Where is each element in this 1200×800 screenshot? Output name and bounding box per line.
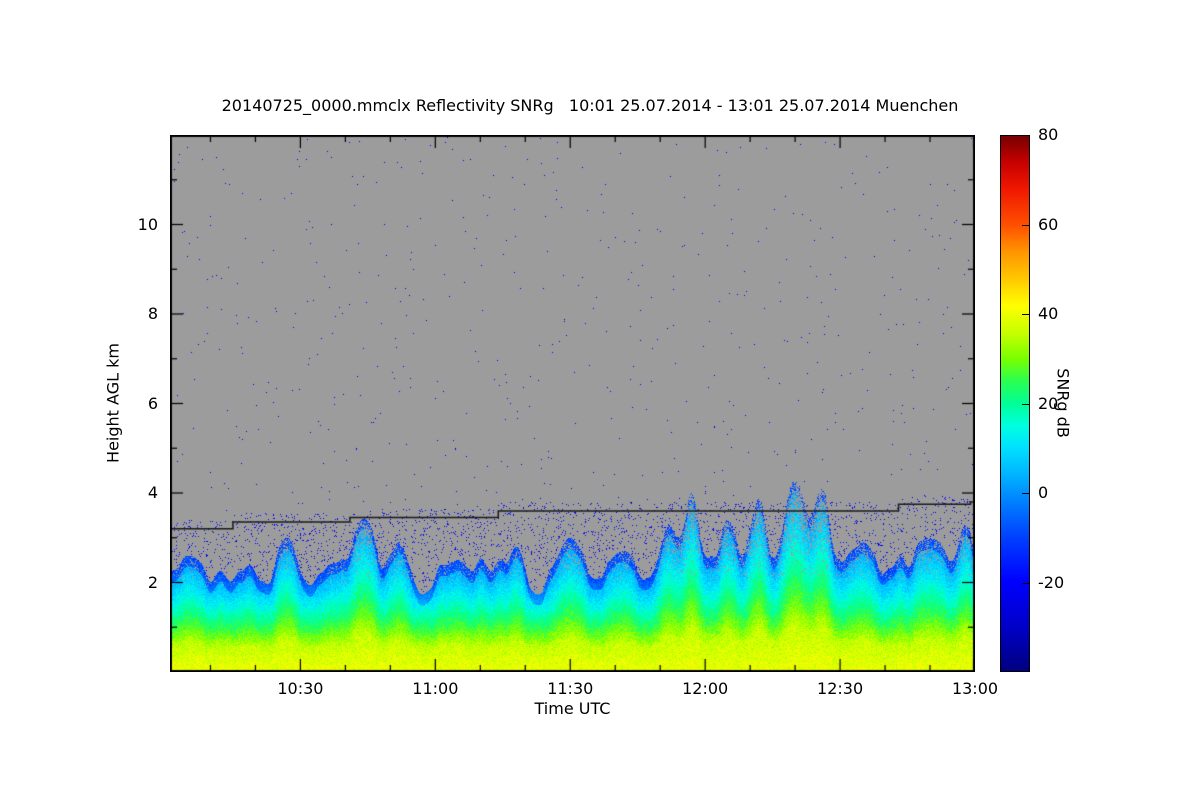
colorbar-tick-label: 20 (1038, 393, 1059, 413)
chart-title: 20140725_0000.mmclx Reflectivity SNRg 10… (221, 96, 959, 115)
colorbar-tick-label: 0 (1038, 483, 1049, 502)
x-tick-label: 11:00 (412, 679, 459, 698)
colorbar-tick (1022, 583, 1029, 584)
x-tick-label: 12:30 (817, 679, 864, 698)
colorbar-tick (1022, 493, 1029, 494)
colorbar-tick-label: 80 (1038, 125, 1059, 144)
x-tick-label: 12:00 (682, 679, 729, 698)
y-tick-label: 6 (147, 393, 158, 413)
x-tick-label: 10:30 (277, 679, 324, 698)
colorbar-tick (1022, 314, 1029, 315)
colorbar-tick-label: -20 (1038, 572, 1065, 592)
y-tick-label: 8 (147, 304, 158, 323)
heatmap-canvas (170, 135, 975, 672)
y-tick-label: 2 (147, 572, 158, 592)
colorbar-tick (1022, 404, 1029, 405)
x-tick-label: 13:00 (951, 679, 999, 698)
y-tick-label: 10 (137, 214, 158, 234)
colorbar-tick (1022, 135, 1029, 136)
x-tick-label: 11:30 (547, 679, 594, 698)
x-axis-label: Time UTC (534, 699, 611, 718)
colorbar-tick-label: 40 (1038, 304, 1059, 323)
colorbar (1000, 135, 1030, 672)
y-tick-label: 4 (147, 483, 158, 502)
colorbar-tick-label: 60 (1038, 214, 1059, 234)
colorbar-tick (1022, 225, 1029, 226)
